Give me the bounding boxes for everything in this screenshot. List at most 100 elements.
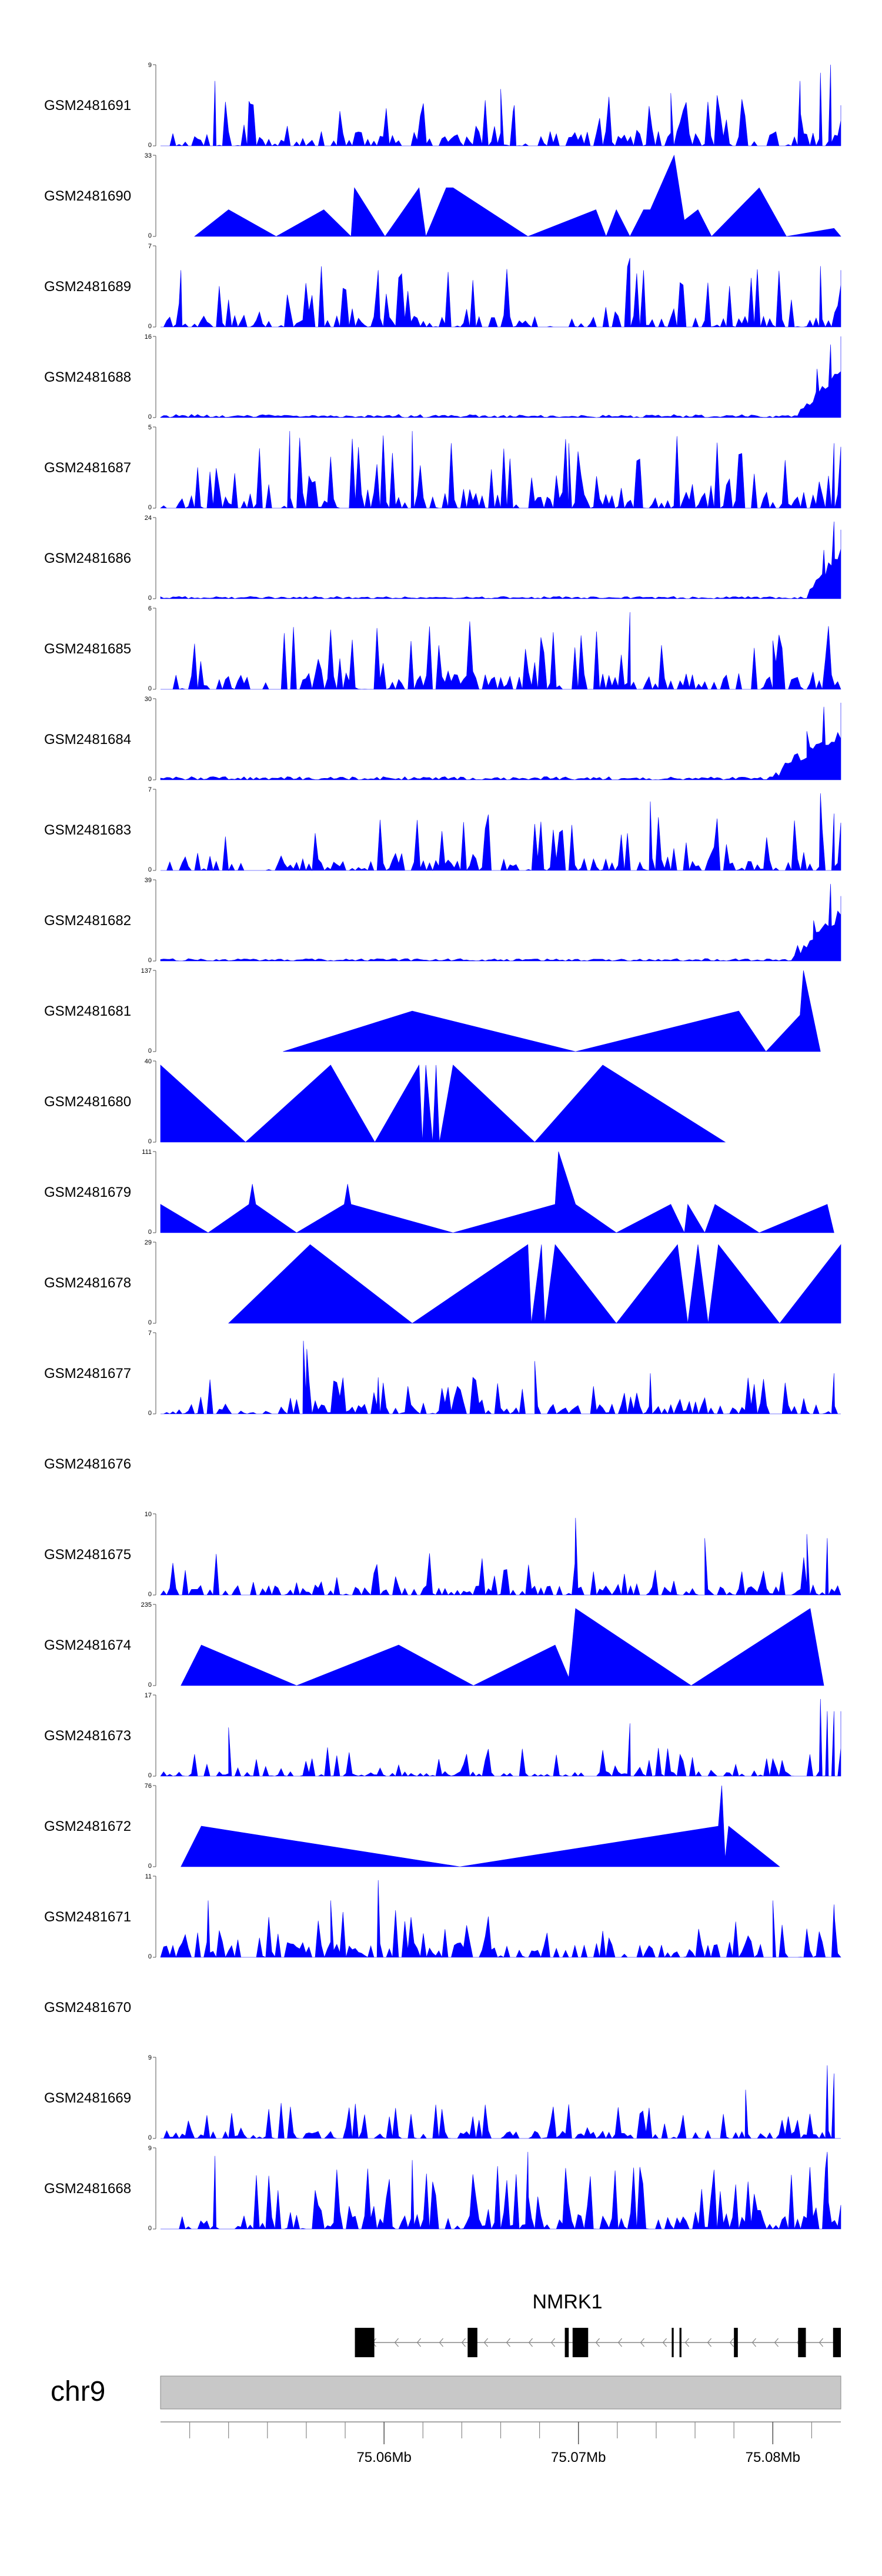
track-label: GSM2481671 bbox=[44, 1909, 131, 1925]
gene-exon bbox=[833, 2328, 841, 2357]
track-GSM2481672: GSM2481672 76 0 bbox=[44, 1783, 780, 1870]
coverage-area bbox=[160, 1517, 841, 1596]
track-label: GSM2481670 bbox=[44, 2000, 131, 2016]
y-min-label: 0 bbox=[148, 1953, 152, 1960]
y-min-label: 0 bbox=[148, 1772, 152, 1779]
coverage-area bbox=[161, 793, 841, 872]
coverage-area bbox=[160, 702, 841, 780]
strand-arrow bbox=[595, 2338, 600, 2347]
track-label: GSM2481678 bbox=[44, 1275, 131, 1291]
track-GSM2481676: GSM2481676 bbox=[44, 1456, 131, 1472]
gene-exon bbox=[355, 2328, 375, 2357]
track-label: GSM2481680 bbox=[44, 1094, 131, 1110]
coverage-area bbox=[161, 64, 841, 147]
gene-exon bbox=[734, 2328, 738, 2357]
coverage-area bbox=[161, 258, 841, 328]
y-min-label: 0 bbox=[148, 2134, 152, 2141]
y-min-label: 0 bbox=[148, 504, 152, 511]
y-max-label: 9 bbox=[148, 2145, 152, 2152]
y-min-label: 0 bbox=[148, 1681, 152, 1689]
strand-arrow bbox=[662, 2338, 667, 2347]
track-GSM2481690: GSM2481690 33 0 bbox=[44, 152, 841, 239]
y-min-label: 0 bbox=[148, 595, 152, 602]
x-tick-label: 75.08Mb bbox=[746, 2450, 800, 2465]
track-GSM2481689: GSM2481689 7 0 bbox=[44, 243, 841, 330]
strand-arrow bbox=[416, 2338, 422, 2347]
chromosome-label: chr9 bbox=[51, 2376, 105, 2407]
y-min-label: 0 bbox=[148, 1138, 152, 1145]
track-label: GSM2481684 bbox=[44, 732, 131, 748]
gene-exon bbox=[671, 2328, 674, 2357]
track-label: GSM2481675 bbox=[44, 1547, 131, 1563]
strand-arrow bbox=[707, 2338, 712, 2347]
y-min-label: 0 bbox=[148, 866, 152, 873]
track-label: GSM2481686 bbox=[44, 550, 131, 566]
strand-arrow bbox=[818, 2338, 824, 2347]
y-min-label: 0 bbox=[148, 957, 152, 964]
strand-arrow bbox=[528, 2338, 533, 2347]
coverage-area bbox=[161, 2151, 841, 2230]
y-max-label: 40 bbox=[145, 1058, 152, 1065]
coverage-area bbox=[160, 431, 841, 509]
y-max-label: 30 bbox=[145, 696, 152, 703]
strand-arrow bbox=[729, 2338, 734, 2347]
y-min-label: 0 bbox=[148, 1229, 152, 1236]
coverage-area bbox=[160, 1064, 726, 1143]
track-GSM2481687: GSM2481687 5 0 bbox=[44, 424, 841, 511]
gene-exon bbox=[679, 2328, 681, 2357]
gene-exon bbox=[798, 2328, 806, 2357]
coverage-area bbox=[181, 1608, 824, 1686]
y-min-label: 0 bbox=[148, 1591, 152, 1598]
track-GSM2481668: GSM2481668 9 0 bbox=[44, 2145, 841, 2232]
y-max-label: 76 bbox=[145, 1783, 152, 1790]
track-label: GSM2481681 bbox=[44, 1003, 131, 1019]
y-min-label: 0 bbox=[148, 1319, 152, 1326]
y-min-label: 0 bbox=[148, 685, 152, 692]
track-label: GSM2481688 bbox=[44, 369, 131, 385]
y-min-label: 0 bbox=[148, 1047, 152, 1055]
strand-arrow bbox=[774, 2338, 779, 2347]
y-max-label: 16 bbox=[145, 333, 152, 341]
gene-track: NMRK1 bbox=[355, 2291, 841, 2357]
coverage-tracks: GSM248169190GSM2481690330GSM248168970GSM… bbox=[44, 62, 841, 2232]
y-max-label: 10 bbox=[145, 1511, 152, 1518]
y-max-label: 9 bbox=[148, 62, 152, 69]
strand-arrow bbox=[394, 2338, 399, 2347]
track-GSM2481684: GSM2481684 30 0 bbox=[44, 696, 841, 783]
coverage-area bbox=[160, 1880, 841, 1958]
strand-arrow bbox=[684, 2338, 690, 2347]
y-min-label: 0 bbox=[148, 413, 152, 421]
genomic-position-axis: 75.06Mb 75.07Mb 75.08Mb bbox=[161, 2421, 841, 2465]
strand-arrow bbox=[640, 2338, 645, 2347]
y-min-label: 0 bbox=[148, 776, 152, 783]
track-label: GSM2481677 bbox=[44, 1366, 131, 1382]
coverage-area bbox=[160, 883, 841, 962]
y-min-label: 0 bbox=[148, 323, 152, 330]
track-GSM2481691: GSM2481691 9 0 bbox=[44, 62, 841, 149]
gene-label: NMRK1 bbox=[532, 2291, 602, 2313]
strand-arrow bbox=[506, 2338, 511, 2347]
track-label: GSM2481683 bbox=[44, 822, 131, 838]
track-GSM2481677: GSM2481677 7 0 bbox=[44, 1330, 841, 1417]
strand-arrow bbox=[439, 2338, 444, 2347]
y-min-label: 0 bbox=[148, 1410, 152, 1417]
y-max-label: 7 bbox=[148, 786, 152, 793]
strand-arrow bbox=[751, 2338, 757, 2347]
x-tick-label: 75.07Mb bbox=[551, 2450, 606, 2465]
y-min-label: 0 bbox=[148, 142, 152, 149]
track-GSM2481680: GSM2481680 40 0 bbox=[44, 1058, 726, 1145]
coverage-area bbox=[228, 1244, 841, 1324]
y-max-label: 9 bbox=[148, 2054, 152, 2061]
track-GSM2481673: GSM2481673 17 0 bbox=[44, 1692, 841, 1779]
coverage-area bbox=[181, 1785, 780, 1867]
track-GSM2481674: GSM2481674 235 0 bbox=[44, 1601, 824, 1689]
gene-exon bbox=[572, 2328, 589, 2357]
track-label: GSM2481679 bbox=[44, 1184, 131, 1200]
coverage-area bbox=[194, 154, 841, 238]
track-label: GSM2481676 bbox=[44, 1456, 131, 1472]
coverage-area bbox=[160, 336, 841, 418]
gene-exon bbox=[467, 2328, 477, 2357]
y-max-label: 235 bbox=[141, 1601, 152, 1609]
y-max-label: 29 bbox=[145, 1239, 152, 1246]
track-GSM2481688: GSM2481688 16 0 bbox=[44, 333, 841, 421]
